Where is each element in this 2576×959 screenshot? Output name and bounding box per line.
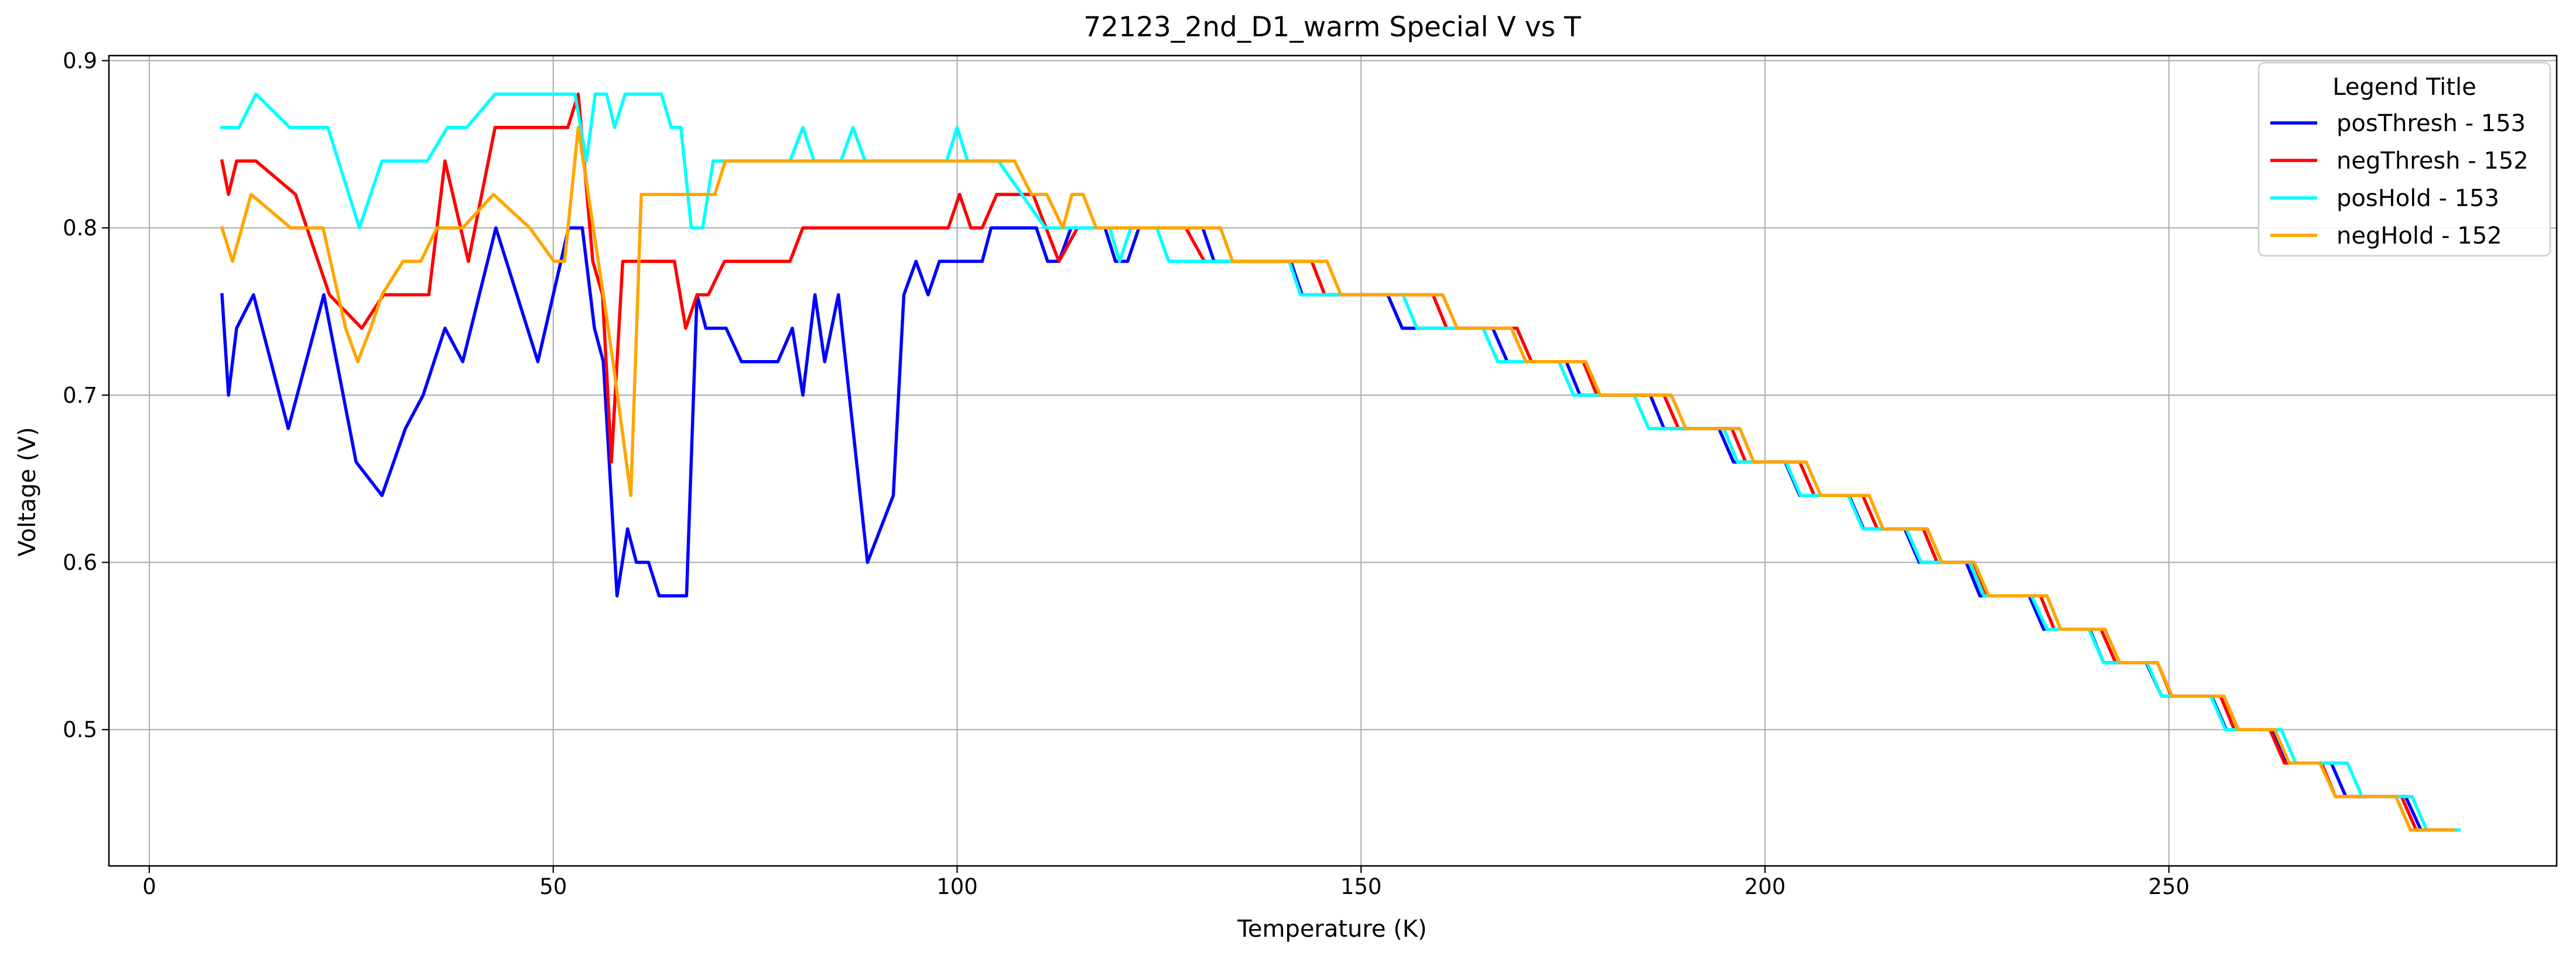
x-axis-label: Temperature (K) — [1237, 916, 1427, 943]
y-tick-label: 0.8 — [63, 215, 97, 241]
axis-ticks: 0 50 100 150 200 250 0.5 0.6 0.7 0.8 0.9 — [63, 49, 2190, 899]
legend-entries: posThresh - 153 negThresh - 152 posHold - … — [2270, 110, 2529, 249]
chart-title: 72123_2nd_D1_warm Special V vs T — [1083, 11, 1581, 43]
series-line-3 — [220, 126, 2455, 832]
x-tick-label: 150 — [1340, 874, 1382, 899]
x-tick-label: 50 — [539, 874, 567, 899]
legend-label-2: posHold - 153 — [2336, 185, 2499, 212]
y-tick-label: 0.6 — [63, 550, 97, 576]
series-lines — [220, 92, 2461, 832]
legend-label-1: negThresh - 152 — [2336, 148, 2529, 174]
legend-label-3: negHold - 152 — [2336, 222, 2502, 249]
legend-title: Legend Title — [2332, 74, 2476, 101]
plot-frame — [108, 54, 2558, 867]
x-tick-label: 250 — [2149, 874, 2190, 899]
y-tick-label: 0.7 — [63, 383, 97, 408]
legend-box — [2257, 61, 2551, 257]
x-tick-label: 200 — [1744, 874, 1786, 899]
x-tick-label: 0 — [142, 874, 156, 899]
y-axis-label: Voltage (V) — [14, 427, 41, 556]
y-tick-label: 0.5 — [63, 717, 97, 742]
x-tick-label: 100 — [936, 874, 978, 899]
y-tick-label: 0.9 — [63, 49, 97, 74]
legend: Legend Title posThresh - 153 negThresh - … — [2257, 61, 2551, 257]
legend-label-0: posThresh - 153 — [2336, 110, 2526, 137]
grid — [109, 56, 2557, 866]
